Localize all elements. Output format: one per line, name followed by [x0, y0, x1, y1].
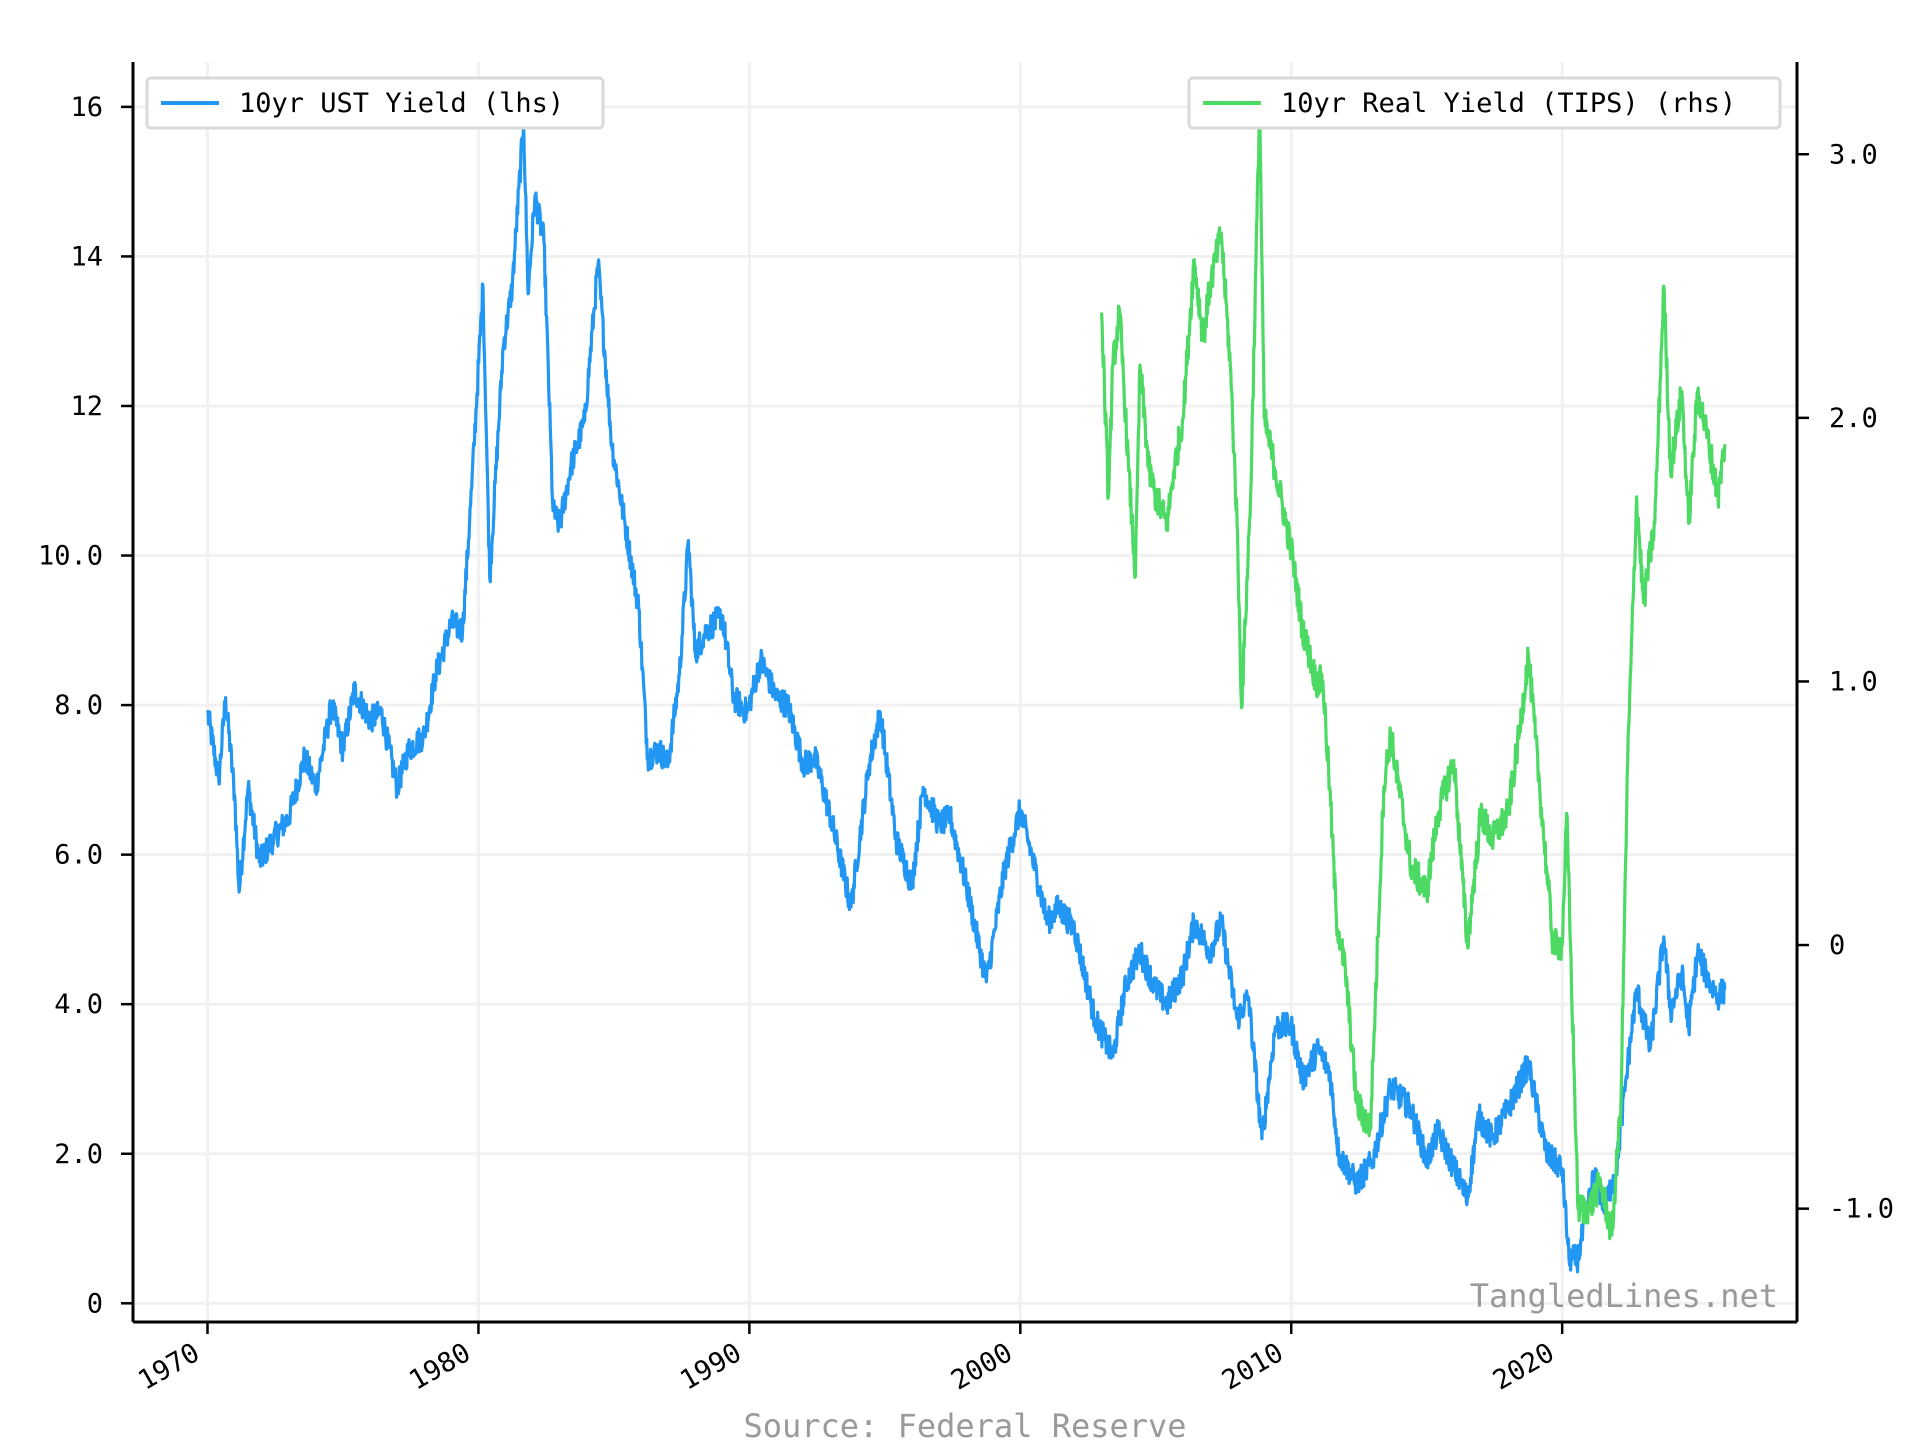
left-tick-label: 16 [70, 92, 103, 123]
grid-lines [133, 62, 1797, 1322]
legend-label-0: 10yr UST Yield (lhs) [239, 88, 564, 119]
left-tick-label: 10.0 [38, 541, 103, 572]
left-tick-label: 12 [70, 391, 103, 422]
right-tick-label: 1.0 [1829, 666, 1878, 697]
legend-box-1 [1187, 76, 1782, 130]
series-line-0 [206, 120, 1727, 1274]
watermark: TangledLines.net [1470, 1277, 1778, 1315]
source-note: Source: Federal Reserve [743, 1407, 1186, 1440]
legends: 10yr UST Yield (lhs) 10yr Real Yield (TIP… [145, 76, 1782, 130]
left-tick-label: 4.0 [54, 989, 103, 1020]
left-tick-label: 8.0 [54, 690, 103, 721]
left-tick-label: 14 [70, 241, 103, 272]
legend-label-1: 10yr Real Yield (TIPS) (rhs) [1281, 88, 1736, 119]
legend-box-0 [145, 76, 605, 130]
right-tick-label: 3.0 [1829, 139, 1878, 170]
right-tick-label: 0 [1829, 930, 1845, 961]
left-tick-label: 0 [87, 1288, 103, 1319]
series-layer [206, 99, 1727, 1274]
right-tick-label: 2.0 [1829, 403, 1878, 434]
left-tick-label: 2.0 [54, 1139, 103, 1170]
right-tick-label: -1.0 [1829, 1194, 1894, 1225]
left-tick-label: 6.0 [54, 840, 103, 871]
series-line-1 [1100, 99, 1727, 1241]
